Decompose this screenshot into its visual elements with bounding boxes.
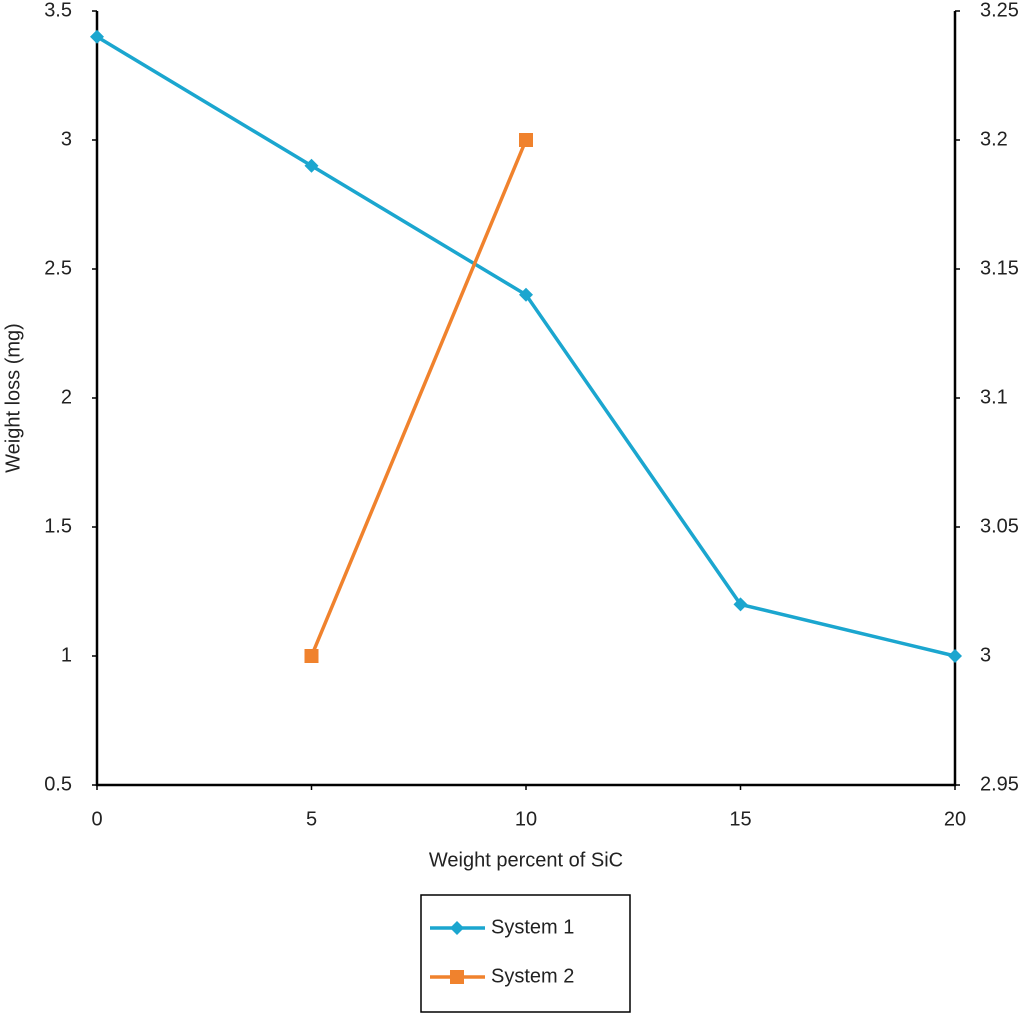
- y-tick-label: 3.5: [44, 0, 72, 21]
- data-point: [733, 597, 748, 612]
- legend-label: System 1: [491, 916, 574, 938]
- data-point: [304, 649, 319, 663]
- y-tick-label: 2.5: [44, 257, 72, 279]
- x-tick-label: 0: [91, 808, 102, 830]
- y-tick-label: 2: [61, 386, 72, 408]
- x-tick-label: 20: [944, 808, 966, 830]
- y-tick-label: 3: [61, 128, 72, 150]
- y2-tick-label: 3.2: [980, 128, 1008, 150]
- data-point: [519, 287, 533, 302]
- x-tick-label: 15: [729, 808, 751, 830]
- series-line: [309, 139, 528, 657]
- data-point: [519, 133, 533, 147]
- y2-tick-label: 3.25: [980, 0, 1019, 21]
- series-line: [96, 35, 956, 658]
- y2-tick-label: 3.1: [980, 386, 1008, 408]
- x-tick-label: 5: [306, 808, 317, 830]
- y-axis-label: Weight loss (mg): [2, 323, 24, 473]
- y2-tick-label: 2.95: [980, 773, 1019, 795]
- data-point: [948, 649, 962, 663]
- legend-box: [420, 894, 631, 1013]
- legend-label: System 2: [491, 965, 574, 987]
- y2-tick-label: 3.05: [980, 515, 1019, 537]
- y-tick-label: 0.5: [44, 773, 72, 795]
- y2-tick-label: 3.15: [980, 257, 1019, 279]
- legend-marker: [450, 970, 464, 984]
- x-tick-label: 10: [515, 808, 537, 830]
- legend-marker: [450, 921, 464, 935]
- x-axis-label: Weight percent of SiC: [429, 849, 623, 871]
- data-point: [304, 158, 319, 173]
- y-tick-label: 1: [61, 644, 72, 666]
- y-tick-label: 1.5: [44, 515, 72, 537]
- data-point: [90, 29, 104, 44]
- y2-tick-label: 3: [980, 644, 991, 666]
